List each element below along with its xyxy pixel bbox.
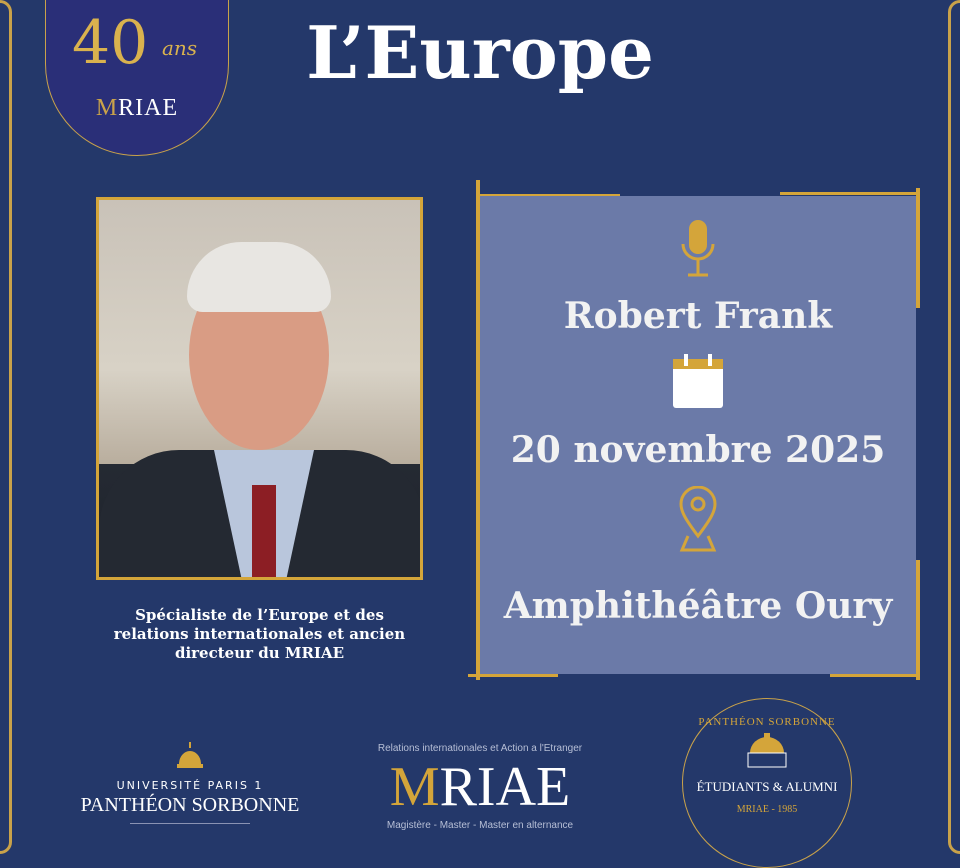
speaker-caption: Spécialiste de l’Europe et des relations…: [113, 606, 406, 662]
microphone-icon: [681, 220, 715, 277]
event-date: 20 novembre 2025: [510, 429, 886, 471]
right-frame-edge: [948, 0, 960, 854]
logo-brand: MRIAE: [46, 94, 228, 122]
pantheon-sorbonne-logo: UNIVERSITÉ PARIS 1 PANTHÉON SORBONNE: [70, 742, 310, 824]
logo-brand-first: M: [95, 95, 119, 121]
page-title: L’Europe: [306, 10, 654, 95]
alumni-bottom-text: MRIAE - 1985: [736, 804, 798, 815]
calendar-icon: [673, 354, 723, 408]
mriae-brand-rest: RIAE: [439, 756, 571, 818]
mriae-bottom-text: Magistère - Master - Master en alternanc…: [386, 820, 574, 831]
frame-line: [830, 674, 920, 677]
frame-line: [916, 560, 920, 680]
mriae-40-ans-logo: 40 ans MRIAE: [45, 0, 229, 156]
mriae-brand-first: M: [389, 756, 440, 818]
event-info-box: Robert Frank 20 novembre 2025 Amphithéât…: [480, 196, 916, 674]
pantheon-dome-icon: [747, 733, 787, 768]
frame-line: [916, 188, 920, 308]
frame-line: [476, 180, 480, 680]
logo-suffix: ans: [162, 36, 198, 60]
frame-line: [780, 192, 920, 195]
speaker-name: Robert Frank: [563, 295, 833, 337]
map-pin-icon: [679, 486, 717, 552]
mriae-top-text: Relations internationales et Action a l'…: [377, 743, 583, 754]
logo-number: 40: [72, 8, 149, 78]
left-frame-edge: [0, 0, 12, 854]
pantheon-line1: UNIVERSITÉ PARIS 1: [116, 779, 264, 792]
event-location: Amphithéâtre Oury: [503, 585, 893, 627]
alumni-logo: PANTHÉON SORBONNE ÉTUDIANTS & ALUMNI MRI…: [682, 698, 852, 868]
logo-brand-rest: RIAE: [118, 95, 179, 121]
frame-line: [480, 194, 620, 197]
pantheon-line2: PANTHÉON SORBONNE: [80, 794, 300, 816]
alumni-top-text: PANTHÉON SORBONNE: [698, 716, 836, 728]
speaker-photo: [96, 197, 423, 580]
mriae-logo: Relations internationales et Action a l'…: [350, 742, 610, 832]
dome-icon: [177, 742, 203, 768]
alumni-middle-text: ÉTUDIANTS & ALUMNI: [696, 779, 838, 794]
frame-line: [468, 674, 558, 677]
